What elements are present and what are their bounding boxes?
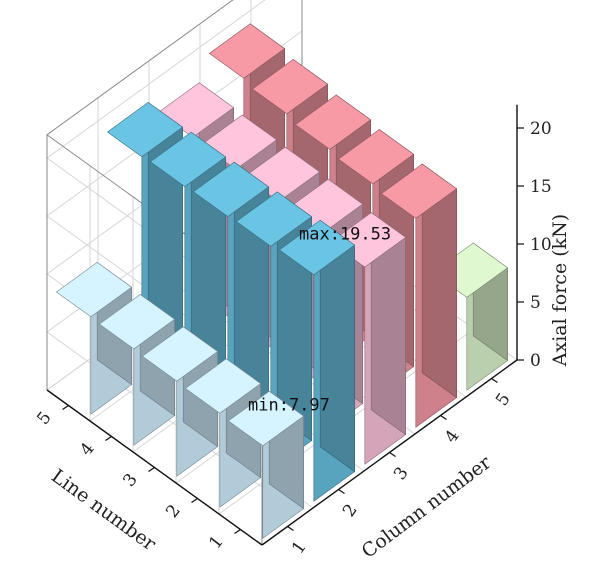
line-tick-label: 2 bbox=[162, 501, 184, 522]
bar-top-face bbox=[141, 326, 219, 382]
bar-top-face bbox=[149, 131, 227, 187]
line-tick bbox=[62, 405, 69, 410]
bar-top-face bbox=[337, 129, 415, 185]
min-annotation: min:7.97 bbox=[248, 396, 330, 416]
column-tick-label: 5 bbox=[492, 389, 515, 409]
z-tick-label: 0 bbox=[530, 351, 541, 371]
bar-top-face bbox=[98, 294, 176, 350]
column-tick bbox=[491, 378, 498, 383]
column-tick bbox=[287, 526, 294, 531]
line-tick bbox=[148, 467, 155, 472]
column-tick-label: 2 bbox=[339, 500, 362, 520]
z-axis-title: Axial force (kN) bbox=[549, 214, 571, 367]
bar-top-face bbox=[227, 390, 305, 447]
column-tick bbox=[389, 452, 396, 457]
line-tick-label: 1 bbox=[205, 532, 227, 553]
column-tick-label: 3 bbox=[390, 463, 413, 483]
line-axis-title: Line number bbox=[47, 465, 160, 556]
bar-top-face bbox=[380, 163, 458, 219]
column-tick bbox=[440, 415, 447, 420]
bar-top-face bbox=[55, 262, 133, 318]
annotations: max:19.53 min:7.97 bbox=[248, 225, 391, 416]
max-annotation: max:19.53 bbox=[299, 225, 391, 245]
column-tick-label: 1 bbox=[288, 537, 311, 557]
bar-top-face bbox=[278, 219, 356, 276]
bar-top-face bbox=[106, 102, 184, 158]
bar-top-face bbox=[294, 94, 372, 150]
bar-col1-line1 bbox=[227, 390, 305, 539]
line-tick-label: 3 bbox=[119, 470, 141, 491]
line-tick bbox=[191, 498, 198, 503]
bar-top-face bbox=[251, 59, 329, 115]
z-tick-label: 10 bbox=[530, 235, 552, 255]
bar-top-face bbox=[192, 161, 270, 217]
line-tick bbox=[234, 529, 241, 534]
z-tick-label: 20 bbox=[530, 119, 552, 139]
bar-top-face bbox=[235, 191, 313, 247]
column-tick bbox=[338, 489, 345, 494]
line-tick-label: 5 bbox=[33, 408, 55, 429]
bar-col2-line1 bbox=[278, 219, 356, 502]
bars-group bbox=[55, 23, 509, 539]
bar-top-face bbox=[208, 23, 286, 79]
column-tick-label: 4 bbox=[441, 426, 464, 446]
z-tick-label: 15 bbox=[530, 177, 552, 197]
bar-col4-line1 bbox=[380, 163, 458, 428]
bar-top-face bbox=[184, 358, 262, 414]
line-tick bbox=[105, 436, 112, 441]
line-tick-label: 4 bbox=[76, 439, 98, 460]
z-tick-label: 5 bbox=[530, 293, 541, 313]
column-axis-title: Column number bbox=[358, 451, 496, 563]
